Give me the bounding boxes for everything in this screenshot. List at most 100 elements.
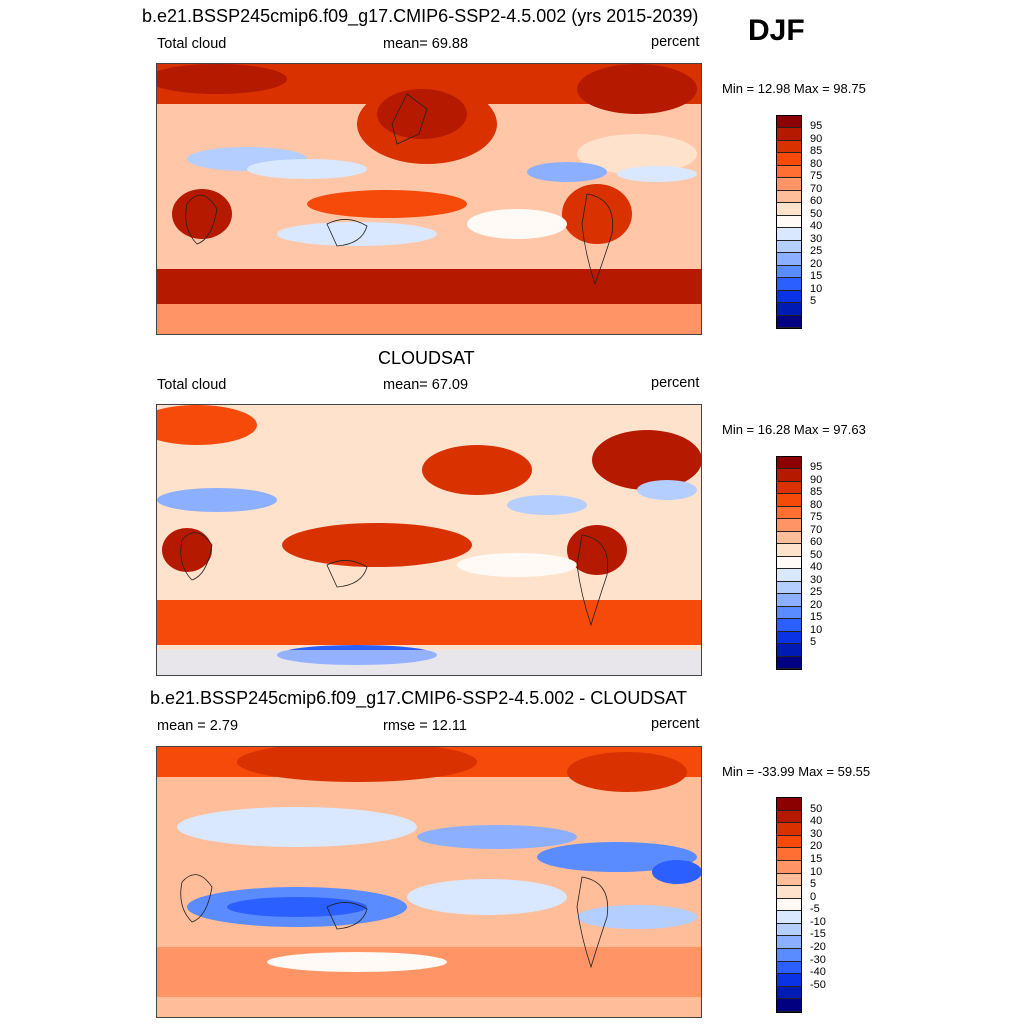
colorbar-level-label: 75	[810, 511, 823, 524]
colorbar-level-label: 10	[810, 282, 823, 295]
colorbar-swatch	[777, 886, 801, 899]
colorbar-level-label: -10	[810, 915, 826, 928]
panel-1-map	[156, 63, 702, 335]
panel-3-mean: mean = 2.79	[157, 718, 239, 734]
colorbar-level-label: 15	[810, 611, 823, 624]
panel-3-rmse: rmse = 12.11	[383, 718, 467, 734]
colorbar-swatch	[777, 531, 801, 545]
colorbar-level-label: 85	[810, 145, 823, 158]
panel-1-variable: Total cloud	[157, 36, 227, 52]
panel-2-mean: mean= 67.09	[383, 377, 469, 393]
colorbar-swatch	[777, 190, 801, 204]
colorbar-level-label: 30	[810, 573, 823, 586]
season-label: DJF	[748, 14, 805, 47]
colorbar-level-label: 10	[810, 865, 823, 878]
colorbar-level-label: 40	[810, 815, 823, 828]
panel-1-minmax: Min = 12.98 Max = 98.75	[722, 81, 866, 96]
colorbar-swatch	[777, 506, 801, 520]
colorbar-swatch	[777, 569, 801, 582]
panel-1-units: percent	[651, 34, 700, 50]
panel-2-title: CLOUDSAT	[378, 348, 475, 368]
colorbar-swatch	[777, 860, 801, 874]
colorbar-level-label: 20	[810, 598, 823, 611]
colorbar-swatch	[777, 631, 801, 645]
colorbar-level-label: 40	[810, 220, 823, 233]
colorbar-swatch	[777, 315, 801, 328]
colorbar-level-label: 20	[810, 257, 823, 270]
colorbar-swatch	[777, 823, 801, 836]
colorbar-level-label: 75	[810, 170, 823, 183]
colorbar-level-label: -30	[810, 953, 826, 966]
colorbar-level-label: -20	[810, 941, 826, 954]
colorbar-swatch	[777, 165, 801, 179]
colorbar-level-label: 90	[810, 132, 823, 145]
colorbar-swatch	[777, 494, 801, 507]
panel-1-title: b.e21.BSSP245cmip6.f09_g17.CMIP6-SSP2-4.…	[142, 6, 699, 26]
colorbar-level-label: -40	[810, 966, 826, 979]
colorbar-swatch	[777, 911, 801, 924]
panel-3-colorbar	[776, 797, 802, 1013]
colorbar-swatch	[777, 265, 801, 279]
colorbar-level-label: 40	[810, 561, 823, 574]
colorbar-swatch	[777, 290, 801, 304]
colorbar-swatch	[777, 278, 801, 291]
colorbar-level-label: 50	[810, 802, 823, 815]
colorbar-swatch	[777, 986, 801, 1000]
colorbar-level-label: 25	[810, 586, 823, 599]
colorbar-level-label: -15	[810, 928, 826, 941]
colorbar-level-label: 5	[810, 295, 817, 308]
colorbar-swatch	[777, 581, 801, 595]
colorbar-swatch	[777, 835, 801, 849]
colorbar-swatch	[777, 215, 801, 229]
colorbar-swatch	[777, 619, 801, 632]
colorbar-swatch	[777, 936, 801, 950]
colorbar-level-label: 60	[810, 195, 823, 208]
colorbar-swatch	[777, 656, 801, 669]
colorbar-level-label: 30	[810, 232, 823, 245]
colorbar-swatch	[777, 140, 801, 154]
colorbar-swatch	[777, 594, 801, 607]
colorbar-swatch	[777, 153, 801, 166]
colorbar-level-label: 80	[810, 498, 823, 511]
panel-3-units: percent	[651, 716, 700, 732]
colorbar-level-label: 90	[810, 473, 823, 486]
colorbar-swatch	[777, 999, 801, 1012]
colorbar-swatch	[777, 253, 801, 266]
colorbar-swatch	[777, 961, 801, 975]
panel-2-map	[156, 404, 702, 676]
colorbar-swatch	[777, 644, 801, 657]
colorbar-level-label: 5	[810, 878, 817, 891]
panel-2-variable: Total cloud	[157, 377, 227, 393]
colorbar-swatch	[777, 606, 801, 620]
colorbar-swatch	[777, 303, 801, 316]
colorbar-swatch	[777, 457, 801, 470]
colorbar-swatch	[777, 873, 801, 887]
colorbar-level-label: 15	[810, 270, 823, 283]
colorbar-level-label: 15	[810, 852, 823, 865]
colorbar-level-label: 95	[810, 461, 823, 474]
colorbar-level-label: -5	[810, 903, 820, 916]
colorbar-swatch	[777, 798, 801, 811]
colorbar-level-label: 0	[810, 890, 817, 903]
colorbar-swatch	[777, 974, 801, 987]
panel-1-colorbar	[776, 115, 802, 329]
colorbar-swatch	[777, 178, 801, 191]
colorbar-swatch	[777, 228, 801, 241]
colorbar-level-label: 20	[810, 840, 823, 853]
colorbar-swatch	[777, 923, 801, 937]
colorbar-level-label: 95	[810, 120, 823, 133]
panel-1-mean: mean= 69.88	[383, 36, 469, 52]
colorbar-swatch	[777, 116, 801, 129]
colorbar-swatch	[777, 544, 801, 557]
panel-3-map	[156, 746, 702, 1018]
colorbar-level-label: 80	[810, 157, 823, 170]
panel-3-title: b.e21.BSSP245cmip6.f09_g17.CMIP6-SSP2-4.…	[150, 688, 687, 708]
colorbar-level-label: 25	[810, 245, 823, 258]
colorbar-swatch	[777, 128, 801, 141]
colorbar-level-label: 5	[810, 636, 817, 649]
colorbar-level-label: 50	[810, 548, 823, 561]
colorbar-swatch	[777, 556, 801, 570]
colorbar-swatch	[777, 848, 801, 861]
colorbar-swatch	[777, 203, 801, 216]
panel-2-units: percent	[651, 375, 700, 391]
